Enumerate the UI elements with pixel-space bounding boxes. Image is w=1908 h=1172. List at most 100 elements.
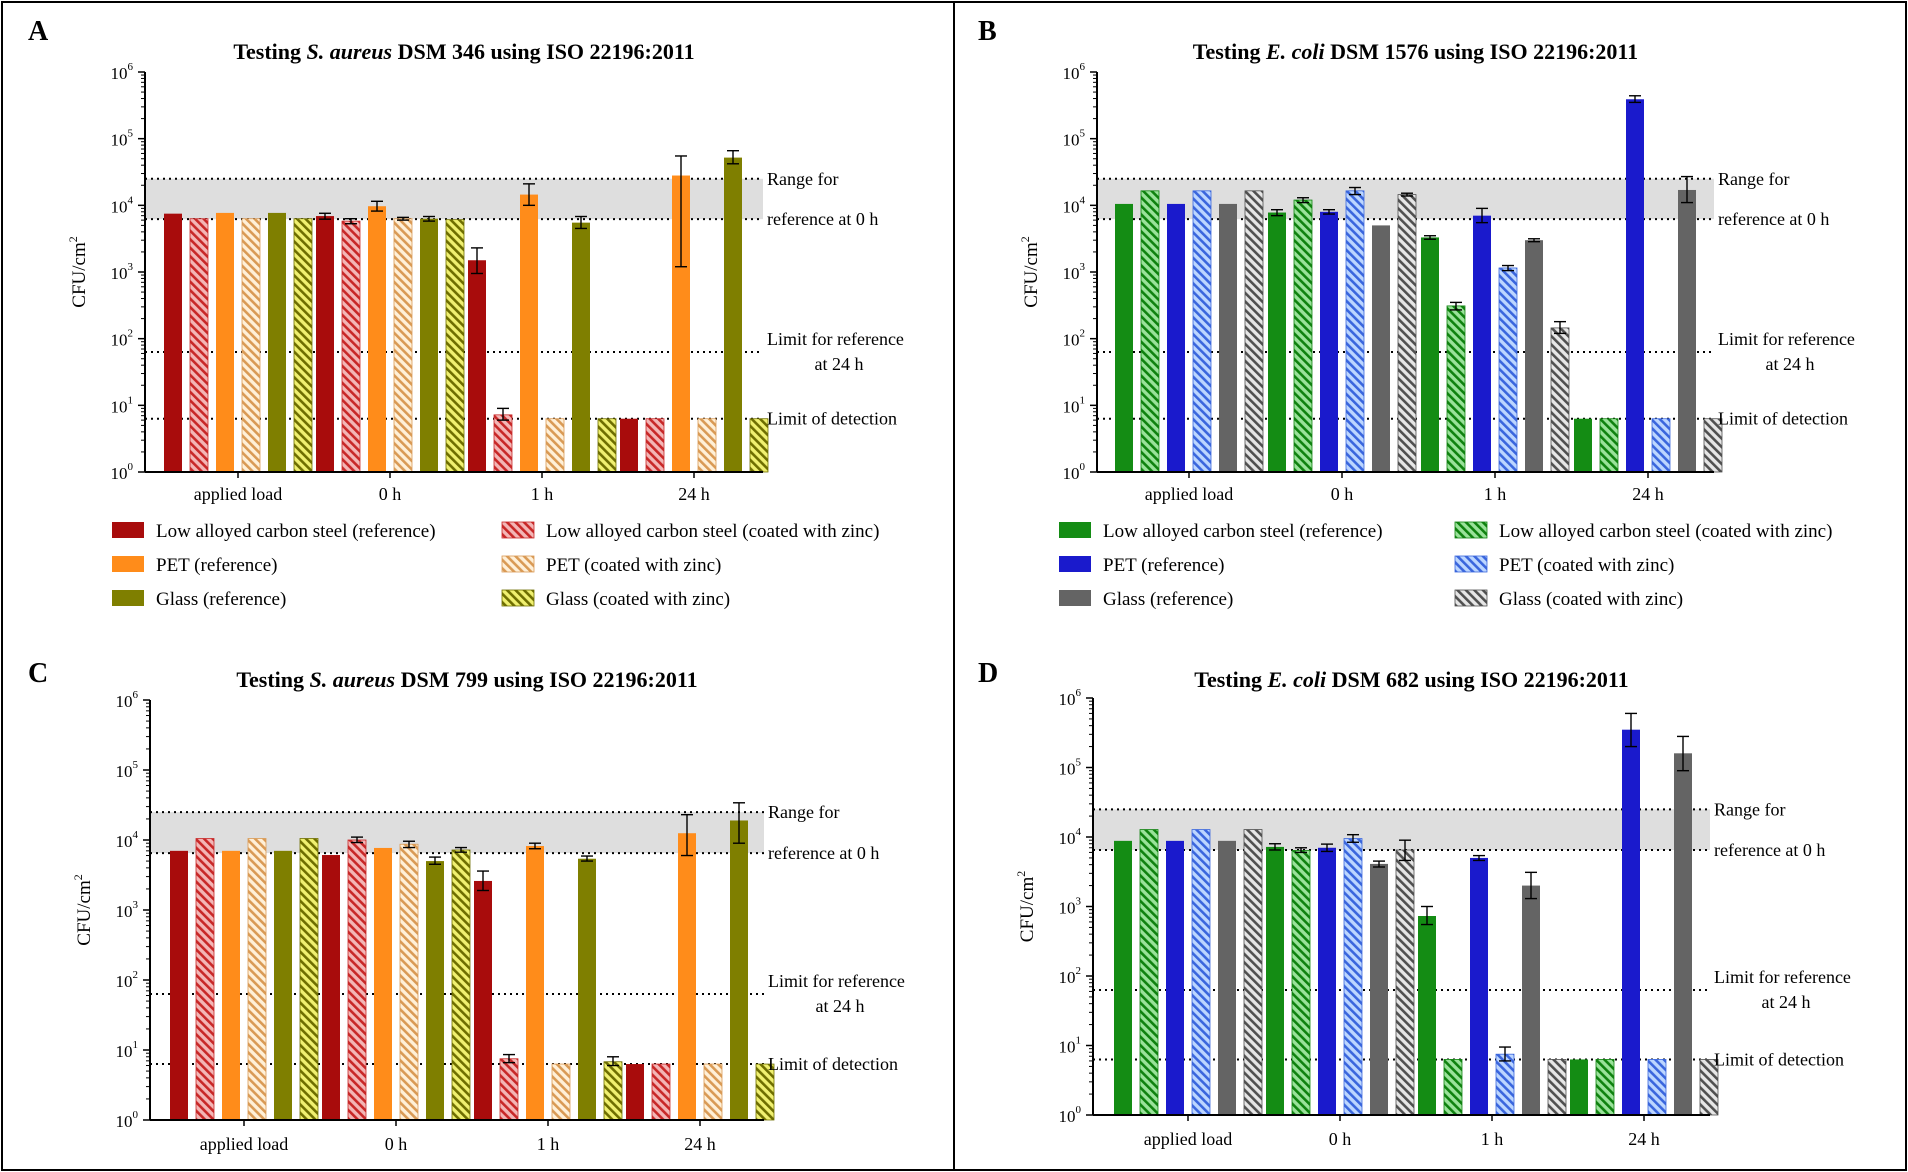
y-tick-label: 105 [1063,128,1086,150]
legend-label: PET (reference) [156,555,278,576]
bar [1320,211,1338,472]
legend-label: Glass (reference) [1103,589,1233,610]
y-tick-label: 100 [111,461,134,483]
panel-c: C Testing S. aureus DSM 799 using ISO 221… [28,658,905,1154]
bar [1651,418,1671,473]
bar [1291,850,1311,1116]
bar [420,218,438,472]
bar [1522,885,1540,1115]
x-tick-label: applied load [1145,484,1233,504]
y-tick-label: 103 [116,899,139,921]
bar [1218,840,1236,1115]
legend-label: PET (coated with zinc) [546,555,721,576]
panel-b: B Testing E. coli DSM 1576 using ISO 2219… [978,16,1855,610]
bar [268,212,286,472]
legend: Low alloyed carbon steel (reference) Low … [1059,521,1832,610]
y-tick-label: 105 [1059,757,1082,779]
bar [474,880,492,1120]
bar [1550,327,1570,473]
y-tick-label: 100 [1059,1104,1082,1126]
bar [1599,418,1619,473]
bar [468,260,486,472]
bar [426,861,444,1120]
bar [1370,863,1388,1115]
bar [316,216,334,472]
legend-swatch [1454,589,1488,607]
bar [1219,203,1237,472]
bar [697,418,717,473]
x-tick-label: 1 h [1484,484,1507,504]
y-axis-label: CFU/cm2 [71,874,95,945]
bar [1343,838,1363,1116]
bar [724,157,742,472]
range-label-line2: reference at 0 h [768,843,879,863]
limit-24h-label-line1: Limit for reference [768,971,905,991]
y-axis-label: CFU/cm2 [66,236,90,307]
panel-label: A [28,16,49,47]
y-tick-label: 106 [1063,61,1086,83]
bar [299,838,319,1121]
bar [1166,840,1184,1115]
bar [1674,753,1692,1115]
bar [164,213,182,472]
bar [1622,729,1640,1115]
bar [1243,829,1263,1116]
bar [1139,829,1159,1116]
legend-swatch [501,555,535,573]
limit-detection-label: Limit of detection [767,409,897,429]
bar [1678,189,1696,472]
y-tick-label: 103 [111,261,134,283]
bar [1372,225,1390,472]
bar [368,206,386,473]
bar [493,414,513,473]
bar [1293,199,1313,473]
y-tick-label: 101 [116,1039,139,1061]
x-tick-label: 1 h [537,1134,560,1154]
y-tick-label: 104 [1059,826,1082,848]
bar [749,418,769,473]
bar [1547,1059,1567,1116]
y-axis-label: CFU/cm2 [1014,871,1038,942]
panel-d: D Testing E. coli DSM 682 using ISO 22196… [978,658,1851,1149]
bar [445,219,465,473]
range-label-line1: Range for [1718,169,1789,189]
chart-title: Testing E. coli DSM 682 using ISO 22196:… [1194,667,1628,692]
bar [1244,190,1264,473]
legend-swatch [1059,556,1091,572]
bar [703,1063,723,1121]
legend-label: PET (reference) [1103,555,1225,576]
bar [597,418,617,473]
y-tick-label: 102 [1063,328,1086,350]
bar [1397,194,1417,473]
limit-24h-label-line2: at 24 h [815,354,864,374]
bar [1192,190,1212,473]
x-tick-label: 0 h [385,1134,408,1154]
x-tick-label: 1 h [531,484,554,504]
legend-swatch [1454,521,1488,539]
bar [1268,212,1286,472]
bar [672,175,690,472]
bar [1443,1059,1463,1116]
bar [1473,215,1491,472]
bar [1395,849,1415,1116]
legend-swatch [112,590,144,606]
range-label-line1: Range for [767,169,838,189]
x-tick-label: 0 h [1331,484,1354,504]
bar [572,222,590,472]
limit-24h-label-line1: Limit for reference [1718,329,1855,349]
limit-24h-label-line2: at 24 h [1762,992,1811,1012]
bar [1266,846,1284,1115]
bar [1418,915,1436,1115]
y-tick-label: 106 [111,61,134,83]
legend-swatch [1059,590,1091,606]
bar [1345,190,1365,473]
bar [216,212,234,472]
bar [1647,1059,1667,1116]
legend-label: Low alloyed carbon steel (reference) [156,521,436,542]
legend-label: Glass (coated with zinc) [1499,589,1683,610]
limit-24h-label-line1: Limit for reference [1714,967,1851,987]
bar [1595,1059,1615,1116]
panel-a: A Testing S. aureus DSM 346 using ISO 221… [28,16,904,610]
bar [603,1061,623,1121]
bar [578,858,596,1120]
